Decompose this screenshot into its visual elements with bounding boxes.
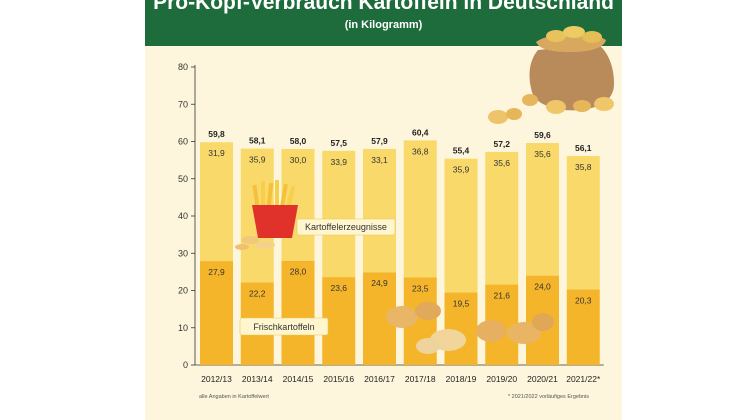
y-tick-label: 30 bbox=[178, 248, 188, 258]
chart-header: Pro-Kopf-Verbrauch Kartoffeln in Deutsch… bbox=[145, 0, 622, 46]
bar-kartoffelerzeugnisse bbox=[363, 148, 396, 273]
y-tick-label: 0 bbox=[183, 360, 188, 370]
x-tick-label: 2021/22* bbox=[566, 374, 601, 384]
y-tick-label: 40 bbox=[178, 211, 188, 221]
series-label-fresh: Frischkartoffeln bbox=[239, 317, 329, 336]
footer-note-left: alle Angaben in Kartoffelwert bbox=[199, 394, 269, 400]
products-value-label: 31,9 bbox=[208, 148, 225, 158]
x-tick-label: 2014/15 bbox=[283, 374, 314, 384]
bar-kartoffelerzeugnisse bbox=[281, 148, 315, 261]
bar-kartoffelerzeugnisse bbox=[566, 156, 600, 290]
x-tick-label: 2020/21 bbox=[527, 374, 558, 384]
x-tick-label: 2018/19 bbox=[446, 374, 477, 384]
x-tick-label: 2017/18 bbox=[405, 374, 436, 384]
products-value-label: 35,9 bbox=[453, 165, 470, 175]
potato-sack-icon bbox=[488, 26, 614, 124]
total-label: 60,4 bbox=[412, 127, 429, 137]
potato-icon bbox=[386, 302, 554, 354]
products-value-label: 35,8 bbox=[575, 162, 592, 172]
total-label: 56,1 bbox=[575, 143, 592, 153]
products-value-label: 36,8 bbox=[412, 146, 429, 156]
total-label: 59,8 bbox=[208, 129, 225, 139]
x-tick-label: 2012/13 bbox=[201, 374, 232, 384]
x-tick-label: 2019/20 bbox=[486, 374, 517, 384]
fresh-value-label: 21,6 bbox=[493, 291, 510, 301]
y-tick-label: 50 bbox=[178, 174, 188, 184]
total-label: 58,1 bbox=[249, 136, 266, 146]
total-label: 58,0 bbox=[290, 136, 307, 146]
footer-note-right: * 2021/2022 vorläufiges Ergebnis bbox=[508, 394, 590, 400]
fresh-value-label: 20,3 bbox=[575, 295, 592, 305]
products-value-label: 35,9 bbox=[249, 155, 266, 165]
y-tick-label: 70 bbox=[178, 99, 188, 109]
series-label-fresh-text: Frischkartoffeln bbox=[253, 322, 314, 332]
fresh-value-label: 24,0 bbox=[534, 282, 551, 292]
total-label: 57,5 bbox=[330, 138, 347, 148]
total-label: 57,9 bbox=[371, 136, 388, 146]
bar-frischkartoffeln bbox=[200, 261, 233, 365]
total-label: 55,4 bbox=[453, 146, 470, 156]
bar-kartoffelerzeugnisse bbox=[322, 150, 356, 278]
bar-kartoffelerzeugnisse bbox=[200, 142, 233, 262]
y-tick-label: 60 bbox=[178, 137, 188, 147]
bar-frischkartoffeln bbox=[281, 260, 315, 365]
bar-kartoffelerzeugnisse bbox=[526, 142, 559, 276]
y-tick-label: 20 bbox=[178, 286, 188, 296]
y-tick-label: 10 bbox=[178, 323, 188, 333]
bar-frischkartoffeln bbox=[566, 289, 600, 365]
fresh-value-label: 23,6 bbox=[330, 283, 347, 293]
bar-frischkartoffeln bbox=[444, 292, 478, 365]
x-tick-label: 2016/17 bbox=[364, 374, 395, 384]
series-label-products: Kartoffelerzeugnisse bbox=[296, 218, 396, 236]
bar-kartoffelerzeugnisse bbox=[444, 158, 478, 293]
y-tick-label: 80 bbox=[178, 62, 188, 72]
series-label-products-text: Kartoffelerzeugnisse bbox=[305, 222, 387, 232]
fresh-value-label: 22,2 bbox=[249, 288, 266, 298]
fresh-value-label: 19,5 bbox=[453, 298, 470, 308]
bar-kartoffelerzeugnisse bbox=[403, 140, 437, 278]
total-label: 59,6 bbox=[534, 130, 551, 140]
products-value-label: 35,6 bbox=[534, 149, 551, 159]
products-value-label: 30,0 bbox=[290, 155, 307, 165]
french-fries-icon bbox=[235, 180, 298, 250]
products-value-label: 33,1 bbox=[371, 155, 388, 165]
fresh-value-label: 23,5 bbox=[412, 283, 429, 293]
fresh-value-label: 24,9 bbox=[371, 278, 388, 288]
total-label: 57,2 bbox=[493, 139, 510, 149]
bar-kartoffelerzeugnisse bbox=[485, 151, 519, 285]
bar-labels: 59,8 31,9 27,9 2012/13 58,1 35,9 22,2 2013/14 58… bbox=[201, 127, 601, 384]
chart-subtitle: (in Kilogramm) bbox=[344, 19, 423, 31]
products-value-label: 33,9 bbox=[330, 157, 347, 167]
chart-title: Pro-Kopf-Verbrauch Kartoffeln in Deutsch… bbox=[153, 0, 614, 14]
fresh-value-label: 27,9 bbox=[208, 267, 225, 277]
x-tick-label: 2015/16 bbox=[323, 374, 354, 384]
products-value-label: 35,6 bbox=[493, 158, 510, 168]
x-tick-label: 2013/14 bbox=[242, 374, 273, 384]
fresh-value-label: 28,0 bbox=[290, 267, 307, 277]
